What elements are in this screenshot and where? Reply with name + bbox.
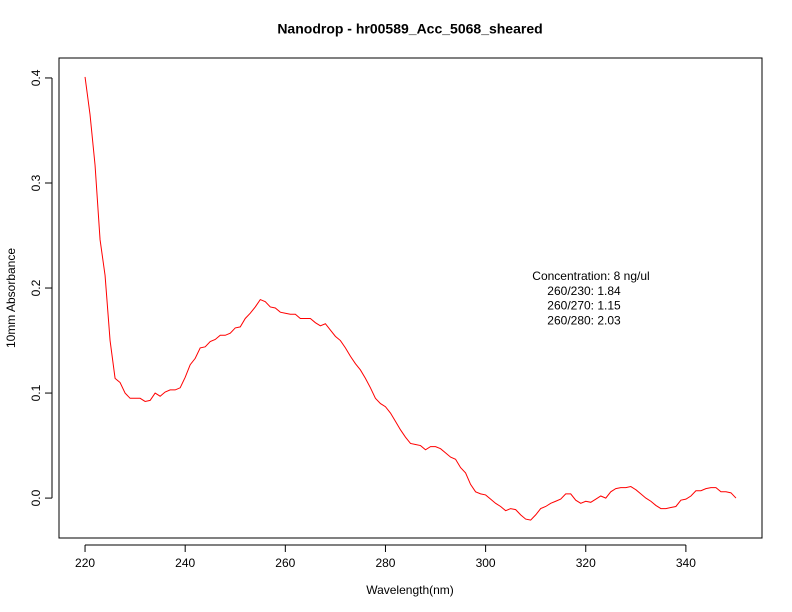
x-tick-label: 320 xyxy=(576,556,596,570)
y-tick-label: 0.0 xyxy=(29,489,43,506)
x-tick-label: 280 xyxy=(375,556,395,570)
annotation: 260/280: 2.03 xyxy=(547,313,621,327)
y-tick-label: 0.4 xyxy=(29,69,43,86)
annotation: Concentration: 8 ng/ul xyxy=(532,269,649,283)
chart-title: Nanodrop - hr00589_Acc_5068_sheared xyxy=(277,21,542,37)
y-tick-label: 0.2 xyxy=(29,279,43,296)
x-tick-label: 340 xyxy=(676,556,696,570)
annotation: 260/270: 1.15 xyxy=(547,299,621,313)
x-tick-label: 260 xyxy=(275,556,295,570)
annotation: 260/230: 1.84 xyxy=(547,284,621,298)
x-axis-label: Wavelength(nm) xyxy=(366,583,454,597)
x-tick-label: 300 xyxy=(476,556,496,570)
y-axis-label: 10mm Absorbance xyxy=(4,248,18,348)
x-tick-label: 220 xyxy=(75,556,95,570)
plot-box xyxy=(58,57,763,539)
data-line xyxy=(84,76,737,521)
x-tick-label: 240 xyxy=(175,556,195,570)
y-tick-label: 0.3 xyxy=(29,174,43,191)
y-tick-label: 0.1 xyxy=(29,384,43,401)
